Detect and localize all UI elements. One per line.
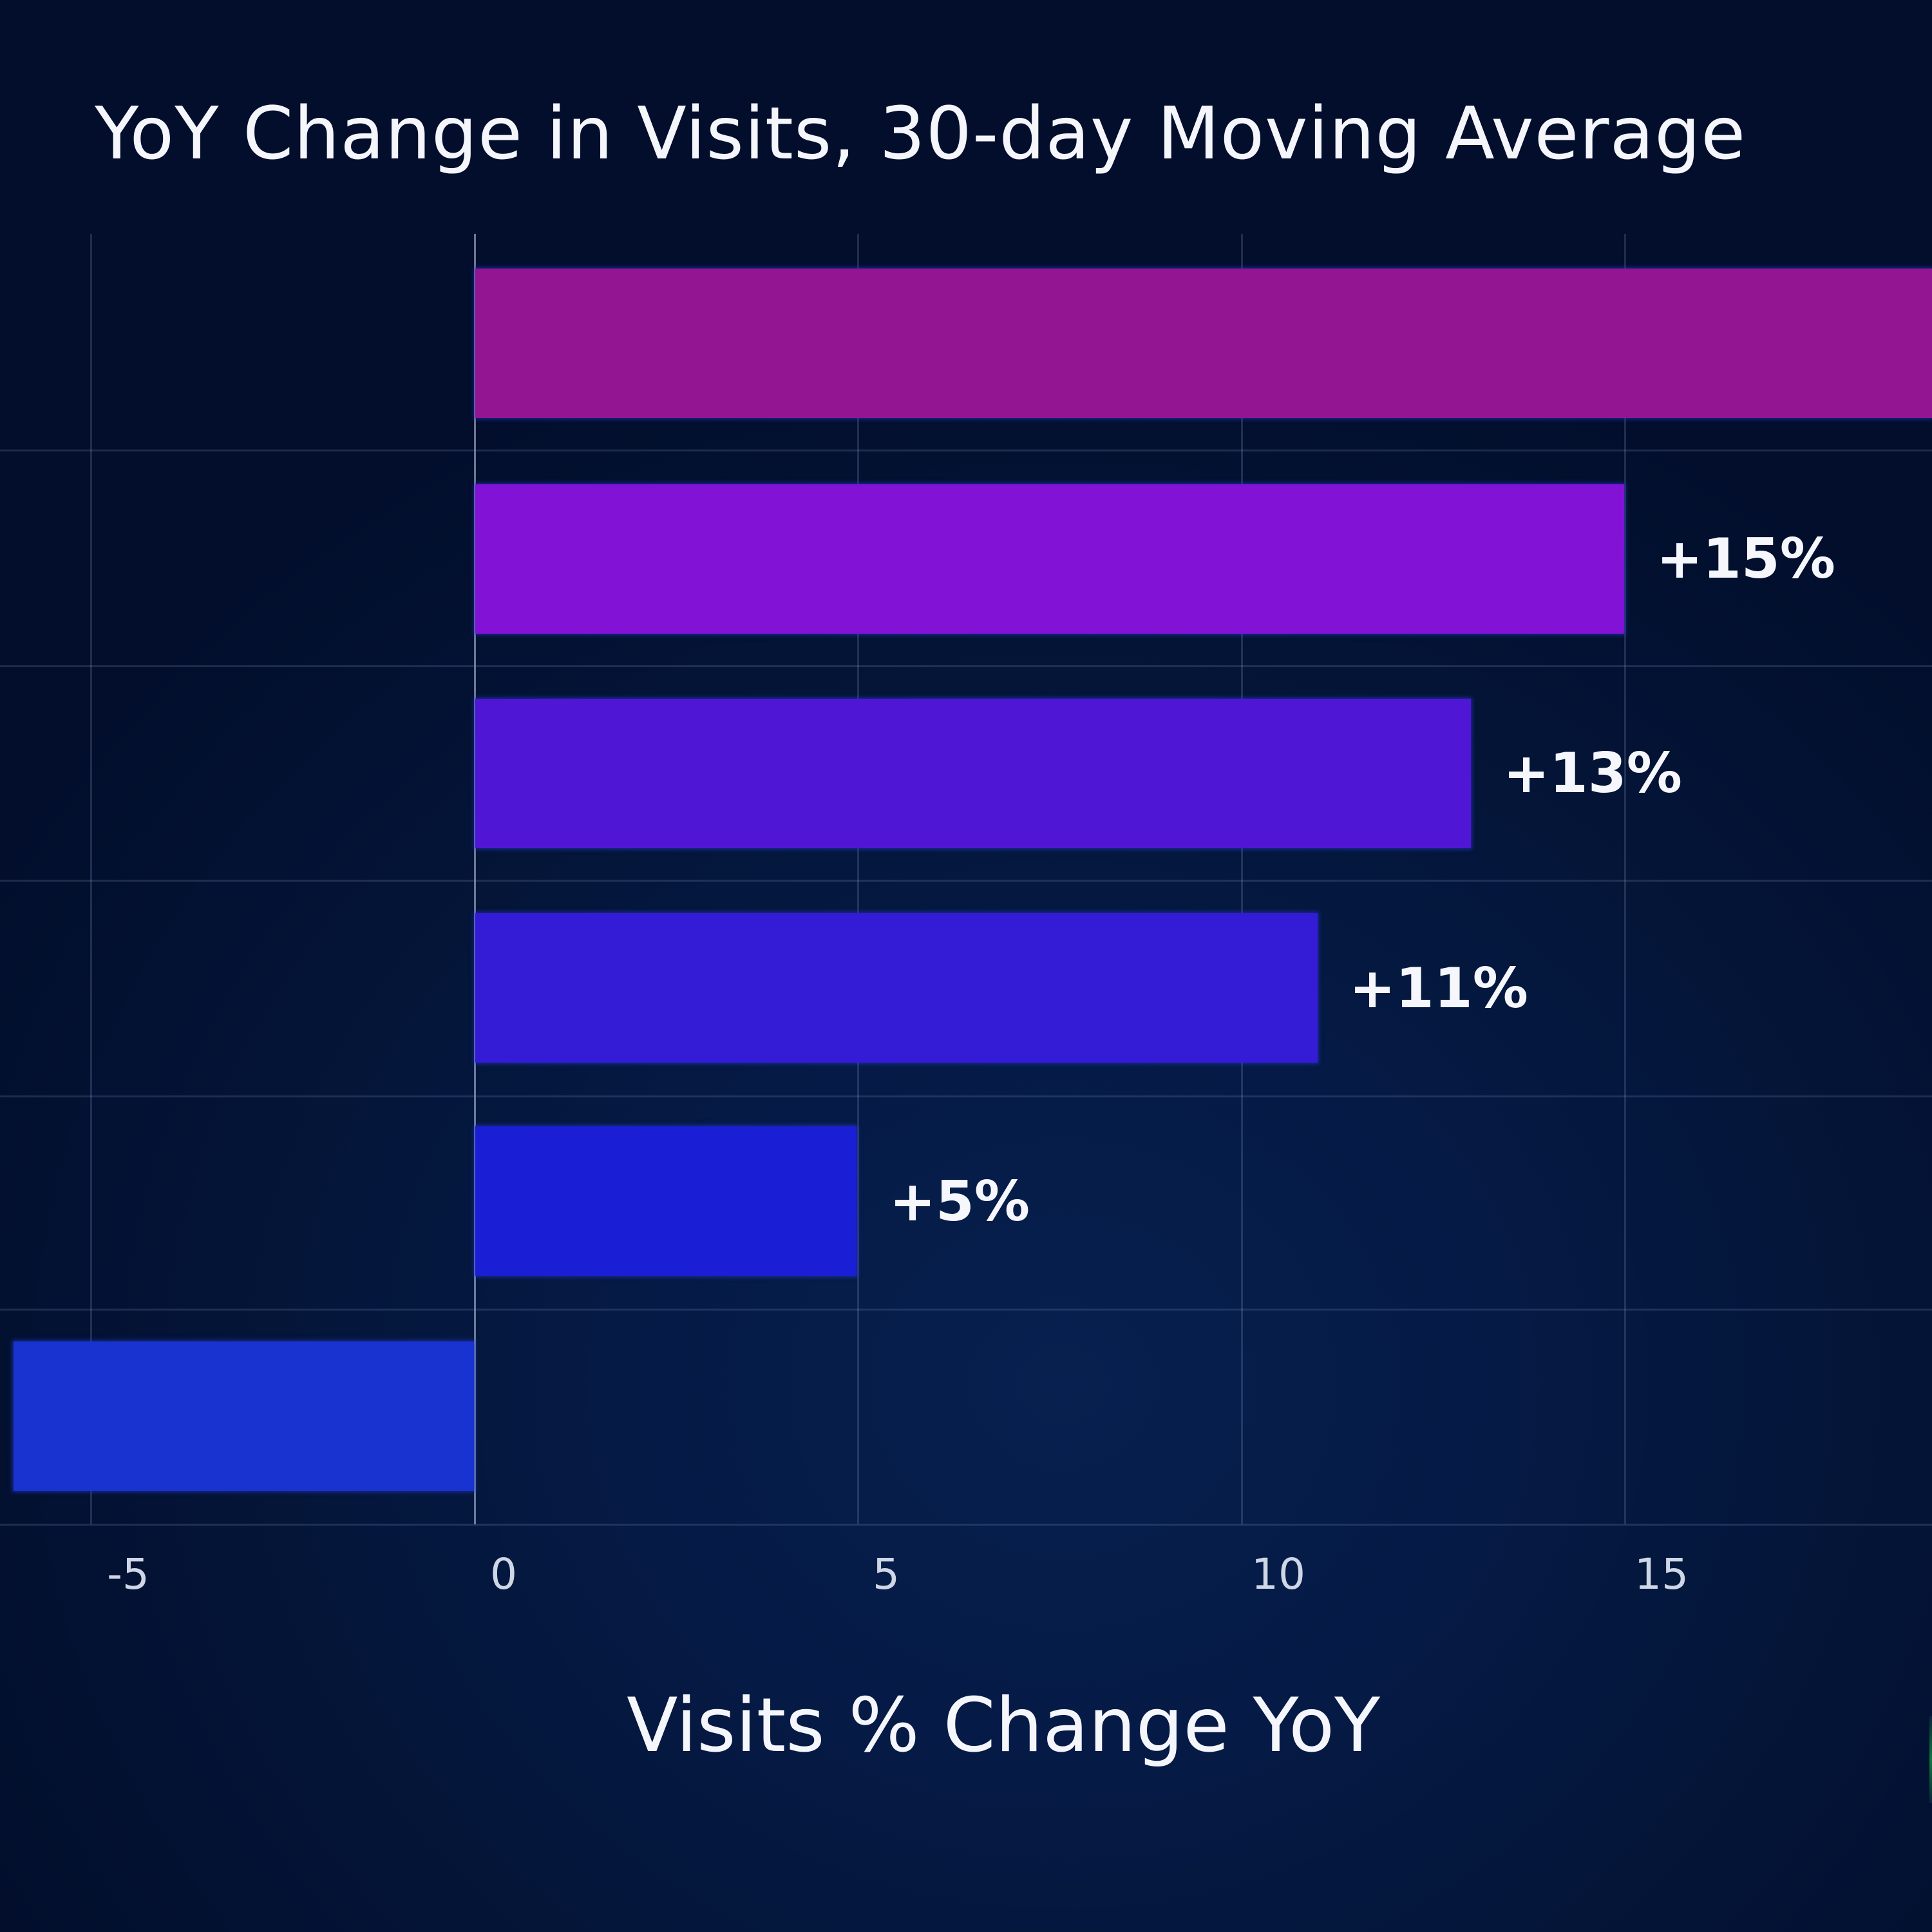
zero-axis-line (474, 234, 476, 1524)
gridline-x-10 (1241, 234, 1243, 1524)
gridline-y-4 (0, 1095, 1932, 1097)
bar-4 (475, 913, 1318, 1063)
gridline-x-15 (1624, 234, 1626, 1524)
gridline-y-2 (0, 665, 1932, 667)
value-label-bar-5: +5% (889, 1170, 1030, 1234)
tick-label-neg5: -5 (107, 1549, 149, 1599)
gridline-x-neg5 (90, 234, 92, 1524)
edge-artifact (1929, 1716, 1932, 1803)
tick-label-10: 10 (1251, 1549, 1305, 1599)
gridline-y-3 (0, 880, 1932, 882)
value-label-bar-4: +11% (1349, 956, 1528, 1021)
gridline-y-5 (0, 1309, 1932, 1311)
value-label-bar-2: +15% (1656, 527, 1835, 591)
tick-label-5: 5 (873, 1549, 900, 1599)
chart-title: YoY Change in Visits, 30-day Moving Aver… (95, 92, 1747, 176)
bar-5 (475, 1126, 857, 1276)
bar-6-negative (14, 1341, 474, 1491)
value-label-bar-3: +13% (1503, 741, 1682, 806)
bar-1 (475, 269, 1932, 418)
gridline-y-1 (0, 450, 1932, 451)
x-axis-title: Visits % Change YoY (627, 1682, 1380, 1769)
tick-label-15: 15 (1634, 1549, 1689, 1599)
gridline-x-5 (857, 234, 859, 1524)
gridline-y-6 (0, 1524, 1932, 1526)
tick-label-0: 0 (490, 1549, 517, 1599)
bar-2 (475, 484, 1624, 634)
bar-3 (475, 699, 1471, 848)
